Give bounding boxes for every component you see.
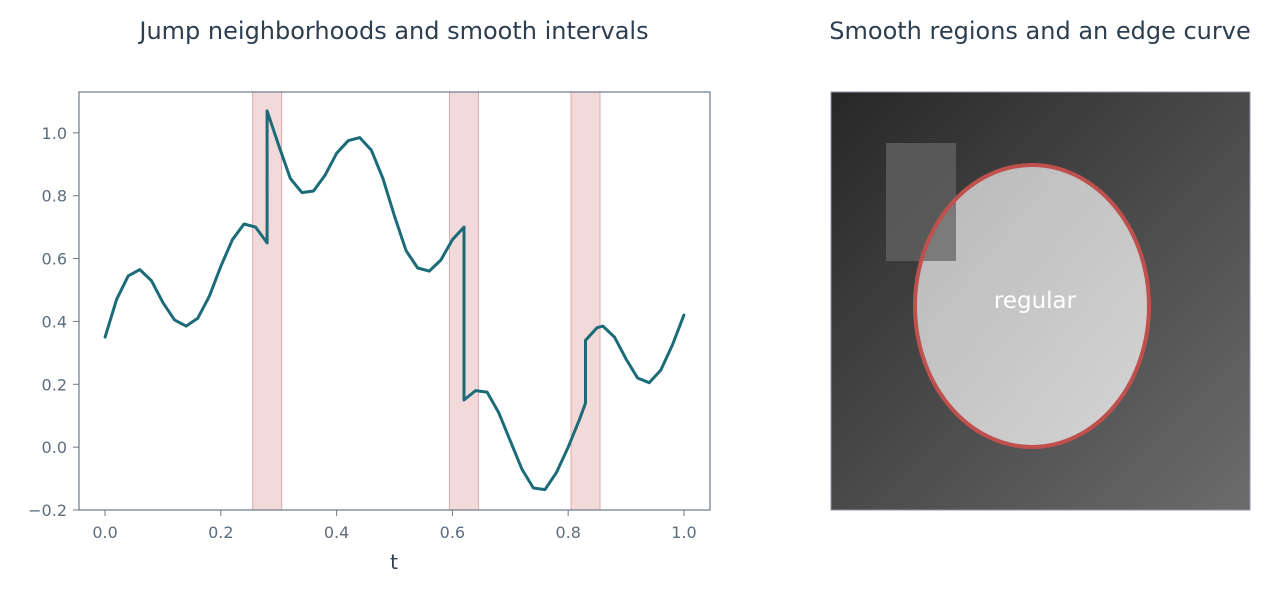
y-tick-label: 0.4 [42, 312, 67, 331]
image-panel: regular [830, 91, 1251, 511]
y-tick-label: 0.6 [42, 250, 67, 269]
x-tick-label: 0.6 [440, 523, 465, 542]
image-frame [830, 91, 1251, 511]
right-panel-title: Smooth regions and an edge curve [829, 17, 1251, 45]
shaded-interval-2 [570, 91, 601, 511]
series-layer [103, 109, 686, 492]
line-chart: 0.0 0.2 0.4 0.6 0.8 1.0 −0.2 0.0 0.2 0.4 0.6 0.8 1.0… [28, 91, 711, 574]
x-axis-label: t [390, 550, 398, 574]
y-tick-label: 0.8 [42, 187, 67, 206]
smooth-region-rectangle [886, 143, 956, 261]
y-tick-label: −0.2 [28, 501, 67, 520]
series-line-0 [103, 109, 686, 492]
x-tick-label: 0.0 [92, 523, 117, 542]
x-tick-label: 0.8 [555, 523, 580, 542]
edge-curve [913, 163, 1151, 449]
plot-frame [78, 91, 711, 511]
shaded-intervals [252, 91, 601, 511]
x-tick-label: 0.4 [324, 523, 349, 542]
y-tick-label: 0.0 [42, 438, 67, 457]
x-tick-label: 0.2 [208, 523, 233, 542]
x-tick-label: 1.0 [671, 523, 696, 542]
y-tick-label: 1.0 [42, 124, 67, 143]
left-chart-title: Jump neighborhoods and smooth intervals [139, 17, 649, 45]
y-tick-label: 0.2 [42, 375, 67, 394]
axis-ticks: 0.0 0.2 0.4 0.6 0.8 1.0 −0.2 0.0 0.2 0.4 0.6 0.8 1.0 [28, 124, 697, 542]
region-annotation: regular [994, 288, 1077, 314]
smooth-region-ellipse [915, 165, 1149, 447]
